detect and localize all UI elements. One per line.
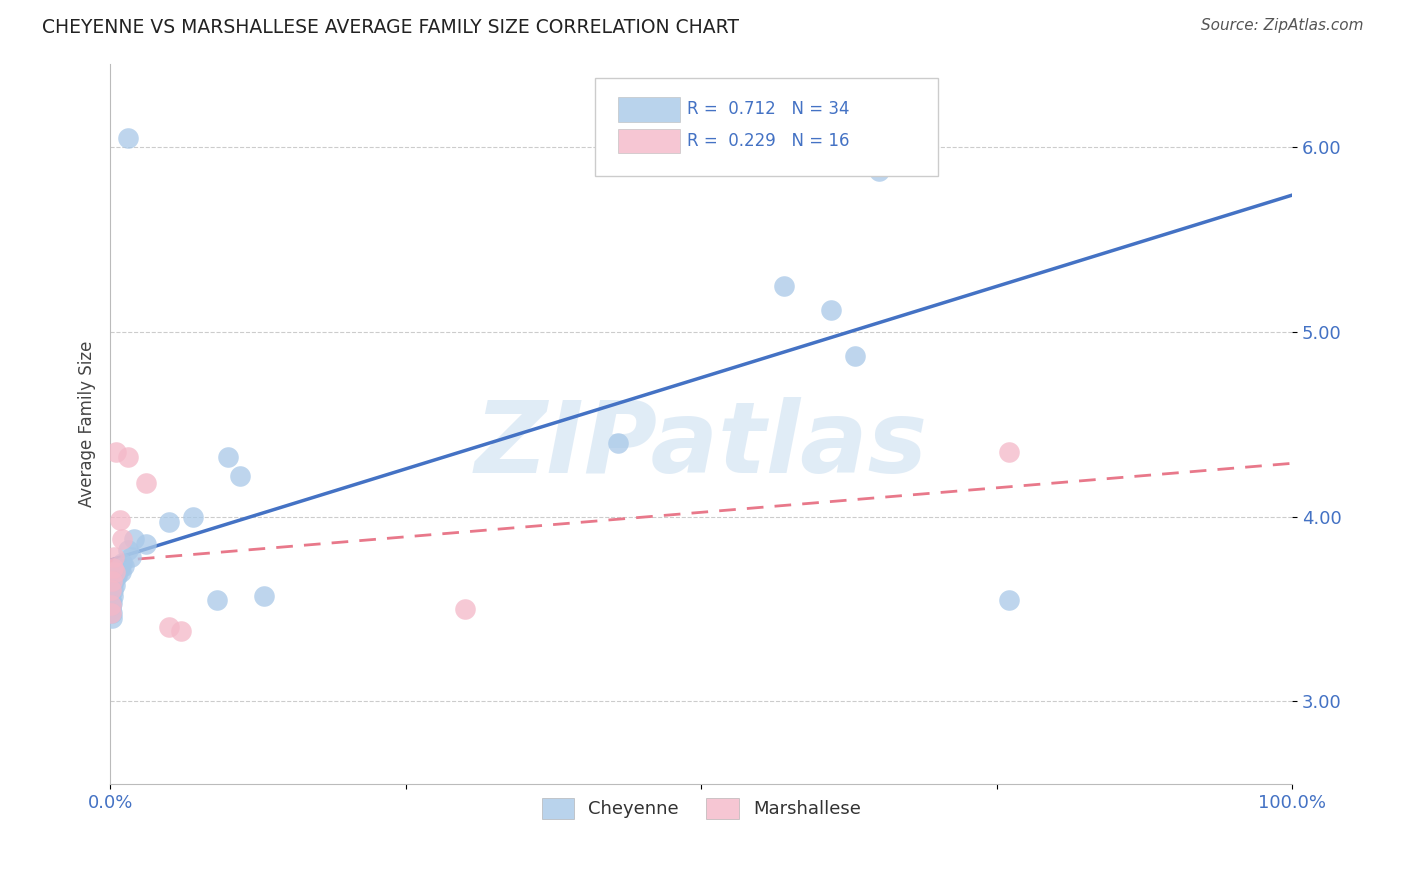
Y-axis label: Average Family Size: Average Family Size bbox=[79, 341, 96, 508]
Text: CHEYENNE VS MARSHALLESE AVERAGE FAMILY SIZE CORRELATION CHART: CHEYENNE VS MARSHALLESE AVERAGE FAMILY S… bbox=[42, 18, 740, 37]
Point bbox=[110, 565, 132, 579]
Point bbox=[108, 513, 131, 527]
Point bbox=[253, 589, 276, 603]
Point bbox=[101, 611, 124, 625]
Point bbox=[100, 602, 122, 616]
Point bbox=[100, 592, 122, 607]
Point bbox=[820, 302, 842, 317]
Point bbox=[454, 602, 477, 616]
Point bbox=[100, 583, 122, 598]
Point bbox=[103, 550, 125, 565]
Point bbox=[868, 164, 890, 178]
Text: R =  0.229   N = 16: R = 0.229 N = 16 bbox=[688, 132, 849, 150]
Point bbox=[117, 542, 139, 557]
Point bbox=[170, 624, 193, 639]
Point bbox=[101, 583, 124, 598]
Point bbox=[100, 606, 122, 620]
Point bbox=[101, 589, 124, 603]
Point bbox=[181, 509, 204, 524]
Point bbox=[100, 606, 122, 620]
Point bbox=[135, 476, 157, 491]
Point bbox=[844, 349, 866, 363]
FancyBboxPatch shape bbox=[619, 97, 681, 121]
Text: ZIPatlas: ZIPatlas bbox=[475, 397, 928, 494]
Point bbox=[104, 578, 127, 592]
Point bbox=[217, 450, 239, 465]
Point bbox=[108, 561, 131, 575]
Point bbox=[100, 599, 122, 613]
Point bbox=[997, 445, 1019, 459]
Point bbox=[122, 532, 145, 546]
Point bbox=[105, 568, 128, 582]
Legend: Cheyenne, Marshallese: Cheyenne, Marshallese bbox=[534, 790, 868, 826]
Point bbox=[117, 450, 139, 465]
Point bbox=[103, 574, 125, 589]
Point bbox=[100, 599, 122, 613]
Point bbox=[104, 565, 127, 579]
Point bbox=[773, 278, 796, 293]
Text: Source: ZipAtlas.com: Source: ZipAtlas.com bbox=[1201, 18, 1364, 33]
Point bbox=[117, 131, 139, 145]
Point bbox=[229, 469, 252, 483]
FancyBboxPatch shape bbox=[619, 128, 681, 153]
Point bbox=[120, 550, 142, 565]
Point bbox=[105, 568, 128, 582]
Point bbox=[105, 445, 128, 459]
Point bbox=[135, 537, 157, 551]
FancyBboxPatch shape bbox=[595, 78, 938, 176]
Point bbox=[997, 592, 1019, 607]
Point bbox=[157, 620, 180, 634]
Point bbox=[111, 556, 134, 570]
Point bbox=[101, 574, 124, 589]
Point bbox=[607, 435, 630, 450]
Point bbox=[205, 592, 228, 607]
Point bbox=[101, 561, 124, 575]
Point bbox=[101, 596, 124, 610]
Point bbox=[112, 559, 135, 574]
Point bbox=[832, 135, 855, 149]
Text: R =  0.712   N = 34: R = 0.712 N = 34 bbox=[688, 101, 849, 119]
Point bbox=[157, 515, 180, 529]
Point bbox=[111, 532, 134, 546]
